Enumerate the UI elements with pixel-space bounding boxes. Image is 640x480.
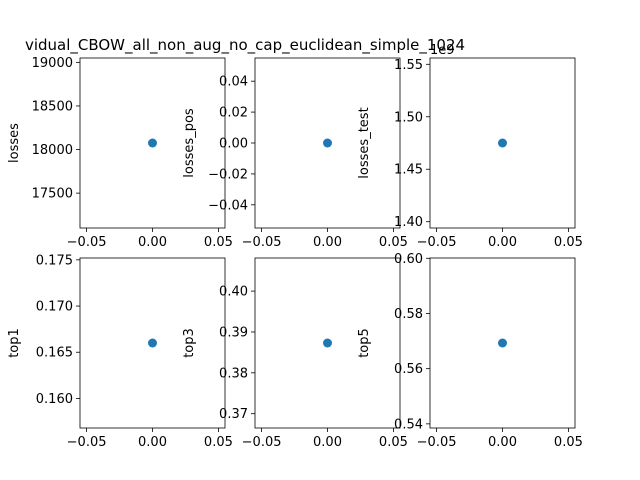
data-point [323, 138, 332, 148]
y-tick-label: 0.58 [394, 307, 423, 322]
y-tick-label: 0.175 [36, 253, 73, 268]
y-tick-label: 0.160 [36, 392, 73, 407]
y-offset-label: 1e9 [430, 43, 455, 58]
x-tick-label: −0.05 [67, 435, 107, 450]
y-tick-label: 0.56 [394, 362, 423, 377]
data-point [148, 338, 157, 348]
x-tick-label: −0.05 [242, 235, 282, 250]
y-tick-label: 0.38 [219, 366, 248, 381]
y-tick-label: −0.02 [208, 167, 248, 182]
y-axis-label: losses_pos [182, 108, 197, 178]
y-axis-label: top3 [182, 328, 197, 358]
x-tick-label: 0.00 [488, 235, 517, 250]
y-axis-label: top5 [357, 328, 372, 358]
x-tick-label: 0.05 [204, 235, 233, 250]
y-tick-label: 1.45 [394, 163, 423, 178]
y-tick-label: 17500 [32, 187, 73, 202]
x-tick-label: −0.05 [67, 235, 107, 250]
y-tick-label: 0.39 [219, 325, 248, 340]
y-tick-label: 0.40 [219, 285, 248, 300]
x-tick-label: 0.00 [313, 435, 342, 450]
subplot-top5: −0.05 0.00 0.05 0.54 0.56 0.58 0.60 top5 [357, 252, 583, 450]
y-tick-label: −0.04 [208, 198, 248, 213]
x-tick-label: 0.05 [554, 235, 583, 250]
y-tick-label: 0.02 [219, 106, 248, 121]
y-tick-label: 1.40 [394, 215, 423, 230]
x-tick-label: 0.05 [379, 235, 408, 250]
subplot-losses_test: −0.05 0.00 0.05 1.40 1.45 1.50 1.55 losses_test… [357, 43, 583, 250]
subplots: −0.05 0.00 0.0517500180001850019000losses−… [7, 43, 583, 450]
y-axis-label: losses [7, 123, 22, 163]
y-tick-label: 0.04 [219, 75, 248, 90]
x-tick-label: 0.00 [313, 235, 342, 250]
x-tick-label: 0.00 [138, 235, 167, 250]
subplot-top1: −0.05 0.00 0.05 0.160 0.165 0.170 0.175 top1 [7, 253, 233, 450]
x-tick-label: 0.00 [138, 435, 167, 450]
x-tick-label: 0.00 [488, 435, 517, 450]
y-tick-label: 19000 [32, 56, 73, 71]
y-tick-label: 0.54 [394, 417, 423, 432]
data-point [323, 338, 332, 348]
x-tick-label: −0.05 [242, 435, 282, 450]
subplot-losses_pos: −0.05 0.00 0.05 −0.04 −0.02 0.00 0.02 0.04 losse… [182, 57, 408, 250]
y-tick-label: 0.37 [219, 407, 248, 422]
figure-title: vidual_CBOW_all_non_aug_no_cap_euclidean… [25, 36, 465, 55]
subplot-losses: −0.05 0.00 0.05 17500 18000 18500 19000 losses [7, 56, 233, 250]
data-point [148, 138, 157, 148]
y-tick-label: 0.165 [36, 346, 73, 361]
y-axis-label: losses_test [357, 107, 372, 178]
data-point [498, 138, 507, 148]
x-tick-label: −0.05 [417, 235, 457, 250]
y-tick-label: 1.50 [394, 110, 423, 125]
y-tick-label: 0.60 [394, 252, 423, 267]
y-tick-label: 18500 [32, 99, 73, 114]
y-tick-label: 0.170 [36, 300, 73, 315]
data-point [498, 338, 507, 348]
y-axis-label: top1 [7, 328, 22, 358]
subplot-top3: −0.05 0.00 0.05 0.37 0.38 0.39 0.40 top3 [182, 257, 408, 450]
y-tick-label: 1.55 [394, 58, 423, 73]
x-tick-label: 0.05 [204, 435, 233, 450]
x-tick-label: −0.05 [417, 435, 457, 450]
y-tick-label: 18000 [32, 143, 73, 158]
y-tick-label: 0.00 [219, 137, 248, 152]
x-tick-label: 0.05 [554, 435, 583, 450]
x-tick-label: 0.05 [379, 435, 408, 450]
